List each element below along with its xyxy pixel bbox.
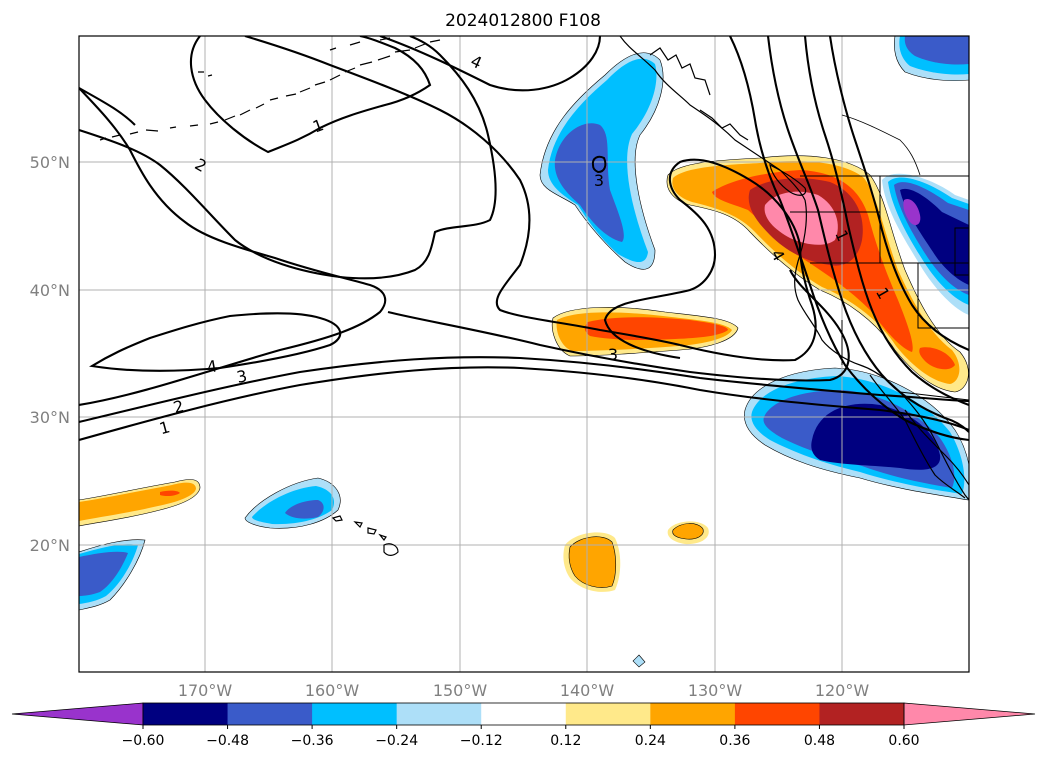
contour-label: 2 (171, 396, 186, 417)
colorbar-ticks: −0.60 −0.48 −0.36 −0.24 −0.12 0.12 0.24 0.36 0.4… (122, 725, 920, 749)
colorbar-tick-label: 0.60 (888, 733, 919, 749)
fill-orange (568, 536, 617, 588)
contour-label: 4 (205, 356, 218, 376)
colorbar-tick-label: −0.48 (206, 733, 249, 749)
contour-label: 3 (608, 345, 618, 364)
colorbar-segment (734, 703, 820, 725)
lon-label: 170°W (178, 681, 233, 700)
colorbar-outline (142, 702, 905, 726)
colorbar-extend-min (11, 702, 144, 726)
lat-label: 20°N (30, 536, 70, 555)
colorbar-extend-max (903, 702, 1036, 726)
colorbar-tick-label: 0.36 (719, 733, 750, 749)
fill-purple (903, 198, 921, 226)
lon-label: 130°W (688, 681, 743, 700)
coastlines (99, 36, 969, 556)
fill-red-orange (919, 347, 955, 370)
lat-label: 30°N (30, 408, 70, 427)
lon-label: 150°W (433, 681, 488, 700)
map-frame (78, 35, 970, 673)
colorbar: −0.60 −0.48 −0.36 −0.24 −0.12 0.12 0.24 0.36 0.4… (11, 702, 1036, 749)
colorbar-tick-label: 0.12 (550, 733, 581, 749)
contour-label: 1 (157, 417, 172, 438)
colorbar-segment (819, 703, 905, 725)
fill-medium-blue (554, 123, 624, 242)
colorbar-segment (565, 703, 651, 725)
longitude-labels: 170°W 160°W 150°W 140°W 130°W 120°W (178, 681, 870, 700)
colorbar-tick-label: 0.48 (804, 733, 835, 749)
fill-medium-blue (904, 36, 969, 65)
colorbar-segment (227, 703, 313, 725)
colorbar-tick-label: −0.12 (460, 733, 503, 749)
colorbar-tick-label: −0.24 (375, 733, 418, 749)
colorbar-segment (396, 703, 482, 725)
contour-label: 3 (235, 366, 249, 387)
contour-label: 3 (594, 171, 604, 190)
colorbar-tick-label: −0.60 (122, 733, 165, 749)
fill-medium-blue (285, 500, 324, 519)
lon-label: 140°W (560, 681, 615, 700)
fill-orange (672, 523, 704, 540)
colorbar-segment (312, 703, 398, 725)
latitude-labels: 50°N 40°N 30°N 20°N (30, 153, 70, 555)
colorbar-tick-label: 0.24 (635, 733, 666, 749)
lat-label: 40°N (30, 281, 70, 300)
colorbar-segment (481, 703, 567, 725)
lon-label: 160°W (305, 681, 360, 700)
fill-medium-blue (79, 551, 128, 596)
colorbar-tick-label: −0.36 (291, 733, 334, 749)
fill-red-orange (160, 490, 180, 497)
chart-title: 2024012800 F108 (445, 11, 601, 31)
lat-label: 50°N (30, 153, 70, 172)
fill-light-blue (632, 654, 646, 668)
colorbar-segment (650, 703, 736, 725)
lon-label: 120°W (815, 681, 870, 700)
map-panel: 1 2 4 1 3 2 1 4 3 3 4 1 (79, 36, 969, 672)
colorbar-segments (11, 702, 1036, 726)
contour-lines (79, 36, 969, 442)
colorbar-segment (143, 703, 229, 725)
